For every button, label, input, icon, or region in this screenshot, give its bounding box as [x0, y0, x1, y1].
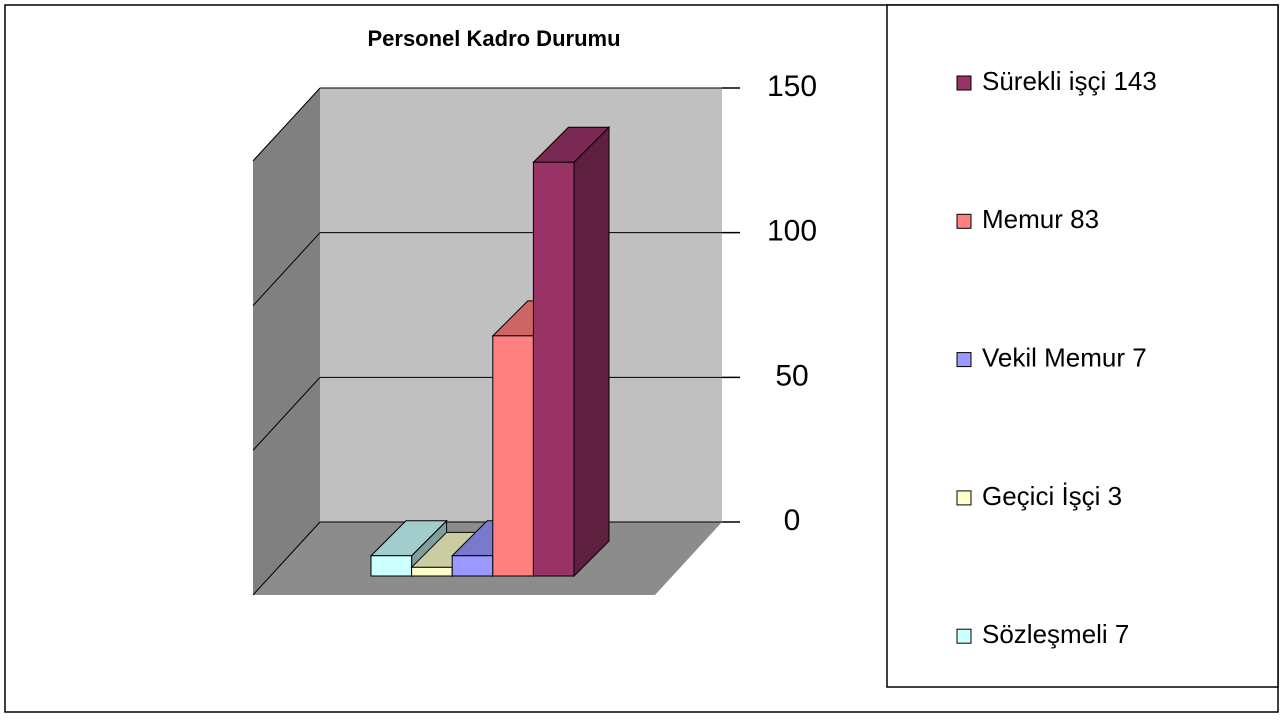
legend-label: Geçici İşçi 3 [982, 481, 1122, 511]
legend-label: Vekil Memur 7 [982, 342, 1147, 372]
grid-line-side [252, 376, 321, 451]
legend-swatch [956, 213, 972, 229]
legend-swatch [956, 490, 972, 506]
chart-title: Personel Kadro Durumu [367, 26, 620, 51]
legend-label: Sürekli işçi 143 [982, 66, 1157, 96]
legend-swatch [956, 628, 972, 644]
bar [451, 555, 494, 577]
bar [370, 555, 413, 577]
grid-line-side [252, 521, 321, 596]
side-wall [253, 88, 320, 595]
y-tick-label: 0 [784, 504, 801, 537]
bars [369, 126, 611, 578]
legend-swatch [956, 75, 972, 91]
legend-swatch [956, 352, 972, 368]
legend-box [886, 4, 1279, 688]
y-tick-label: 150 [767, 70, 817, 103]
bar [492, 335, 534, 577]
grid-line-side [252, 87, 321, 162]
legend-label: Memur 83 [982, 204, 1099, 234]
bar [532, 161, 575, 577]
grid-line-side [252, 232, 321, 307]
y-tick-label: 100 [767, 215, 817, 248]
y-tick-label: 50 [775, 359, 808, 392]
legend-label: Sözleşmeli 7 [982, 619, 1129, 649]
bar [411, 566, 453, 577]
legend: Sözleşmeli 7 Geçici İşçi 3 Vekil Memur 7 Me… [956, 66, 1157, 649]
bar-side [573, 126, 610, 578]
